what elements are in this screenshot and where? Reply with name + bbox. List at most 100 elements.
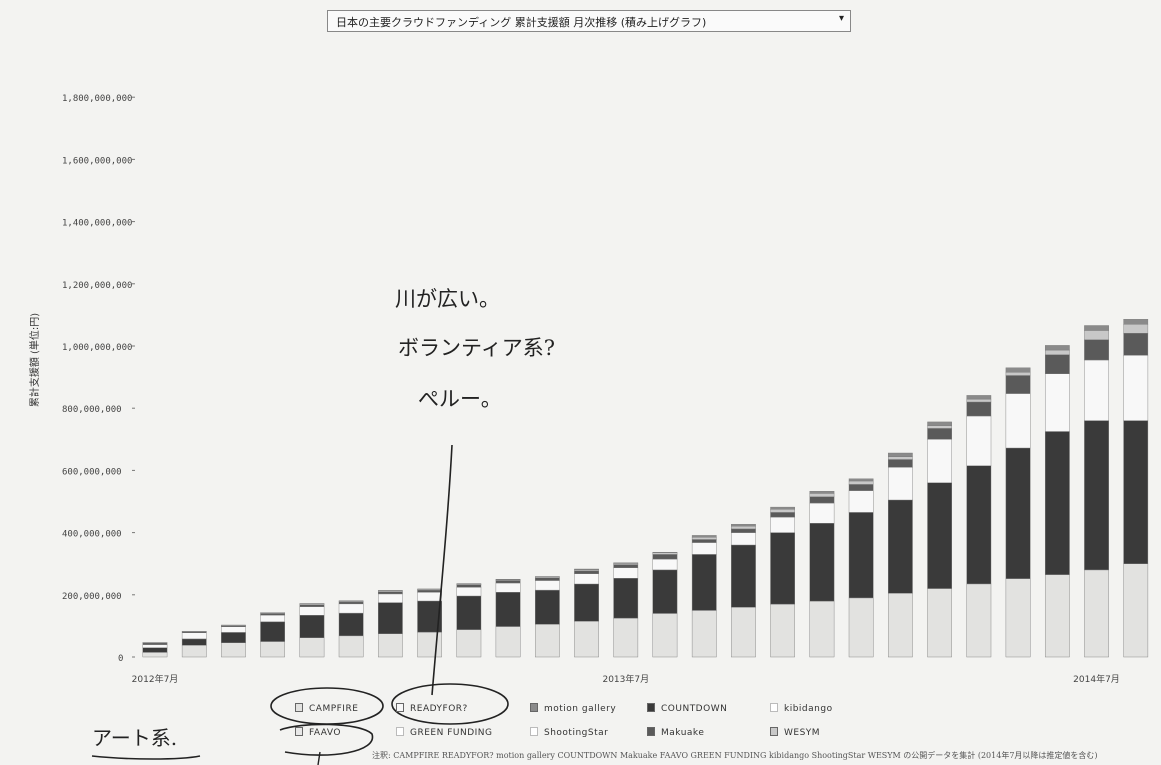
bar-segment — [770, 506, 795, 510]
bar-segment — [809, 493, 835, 497]
bar-segment — [1123, 324, 1149, 334]
bar-segment — [299, 615, 325, 638]
legend-item-readyfor: READYFOR? — [396, 703, 468, 714]
bar-segment — [770, 516, 795, 533]
legend-item-makuake: Makuake — [647, 727, 704, 738]
bar-segment — [574, 570, 599, 574]
bar-segment — [888, 593, 913, 658]
bar-segment — [731, 607, 756, 658]
legend-swatch — [647, 703, 655, 712]
bar-segment — [1044, 574, 1070, 658]
bar-segment — [848, 480, 874, 485]
bar-segment — [221, 626, 246, 633]
bar-segment — [1123, 319, 1149, 325]
bar-segment — [260, 621, 285, 642]
bar-segment — [927, 439, 952, 483]
legend-item-shootingstar: ShootingStar — [530, 727, 608, 738]
bar-segment — [417, 631, 442, 658]
bar-segment — [927, 425, 952, 429]
bar-segment — [1084, 420, 1109, 571]
legend-swatch — [295, 727, 303, 736]
handwritten-line — [431, 444, 453, 696]
y-tick-label: 200,000,000 — [62, 592, 122, 602]
bar-segment — [927, 482, 952, 589]
legend-item-kibidango: kibidango — [770, 703, 833, 714]
bar-segment — [652, 558, 678, 571]
bar-segment — [574, 583, 599, 622]
bar-segment — [1084, 339, 1109, 361]
bar-segment — [652, 552, 678, 555]
bar-segment — [613, 562, 639, 564]
bar-segment — [338, 601, 364, 605]
legend-item-faavo: FAAVO — [295, 727, 341, 738]
bar-segment — [299, 606, 325, 616]
legend-item-campfire: CAMPFIRE — [295, 703, 358, 714]
bar-segment — [652, 554, 678, 560]
bar-segment — [966, 399, 992, 403]
bar-segment — [378, 602, 403, 634]
chart-footnote: 注釈: CAMPFIRE READYFOR? motion gallery CO… — [372, 751, 1098, 760]
bar-segment — [1005, 367, 1031, 373]
bar-segment — [848, 484, 874, 491]
x-tick-label: 2013年7月 — [602, 673, 649, 685]
bar-segment — [338, 635, 364, 658]
bar-segment — [1084, 569, 1109, 658]
bar-segment — [613, 564, 639, 568]
bar-segment — [731, 532, 756, 546]
bar-segment — [535, 589, 560, 625]
bar-segment — [574, 621, 599, 658]
bar-segment — [770, 603, 795, 658]
y-axis: 0 200,000,000 400,000,000 600,000,000 800,00… — [62, 94, 135, 664]
bar-segment — [260, 641, 285, 658]
legend-swatch — [396, 727, 404, 736]
x-tick-label: 2012年7月 — [132, 673, 179, 685]
bar-segment — [1044, 345, 1070, 351]
bar-segment — [299, 604, 325, 607]
handwritten-note-2: ボランティア系? — [398, 336, 555, 360]
bar-segment — [691, 535, 717, 538]
handwritten-note-4: アート系. — [92, 726, 178, 750]
y-tick-label: 1,200,000,000 — [62, 281, 132, 291]
legend-swatch — [295, 703, 303, 712]
bar-segment — [535, 577, 560, 581]
chevron-down-icon[interactable]: ▾ — [838, 13, 844, 24]
bar-segment — [1005, 578, 1031, 658]
handwritten-note-1: 川が広い。 — [395, 287, 500, 311]
bar-segment — [142, 642, 168, 645]
bar-segment — [888, 459, 913, 468]
legend-swatch — [647, 727, 655, 736]
bar-segment — [1123, 420, 1149, 564]
legend-swatch — [770, 727, 778, 736]
chart-selector-dropdown[interactable]: 日本の主要クラウドファンディング 累計支援額 月次推移 (積み上げグラフ) ▾ — [327, 10, 851, 32]
bar-segment — [299, 637, 325, 658]
y-tick-label: 600,000,000 — [62, 467, 122, 477]
x-tick-label: 2014年7月 — [1073, 673, 1120, 685]
bar-segment — [495, 626, 521, 658]
bar-segment — [770, 512, 795, 518]
bar-segment — [809, 496, 835, 504]
bar-segment — [731, 544, 756, 608]
bar-segment — [221, 642, 246, 658]
bar-segment — [613, 617, 639, 658]
bar-segment — [260, 612, 285, 614]
bar-segment — [809, 502, 835, 524]
bar-segment — [927, 588, 952, 658]
y-tick-label: 1,400,000,000 — [62, 219, 132, 229]
bar-segment — [888, 452, 913, 457]
bar-segment — [809, 600, 835, 658]
bar-segment — [142, 647, 168, 653]
bar-segment — [181, 638, 207, 646]
bar-segment — [848, 490, 874, 513]
legend-item-countdown: COUNTDOWN — [647, 703, 727, 714]
bar-segment — [770, 509, 795, 513]
bar-segment — [652, 569, 678, 614]
legend-swatch — [530, 727, 538, 736]
bar-segment — [652, 613, 678, 658]
bar-segment — [260, 613, 285, 616]
bar-segment — [417, 592, 442, 602]
bar-segment — [1044, 354, 1070, 374]
bar-segment — [966, 465, 992, 585]
bar-segment — [848, 512, 874, 599]
bar-segment — [809, 523, 835, 602]
y-tick-label: 800,000,000 — [62, 405, 122, 415]
